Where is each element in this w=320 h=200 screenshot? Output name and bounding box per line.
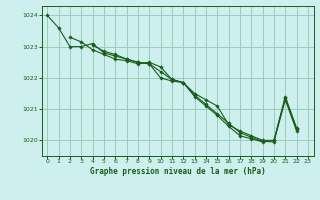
X-axis label: Graphe pression niveau de la mer (hPa): Graphe pression niveau de la mer (hPa): [90, 167, 266, 176]
